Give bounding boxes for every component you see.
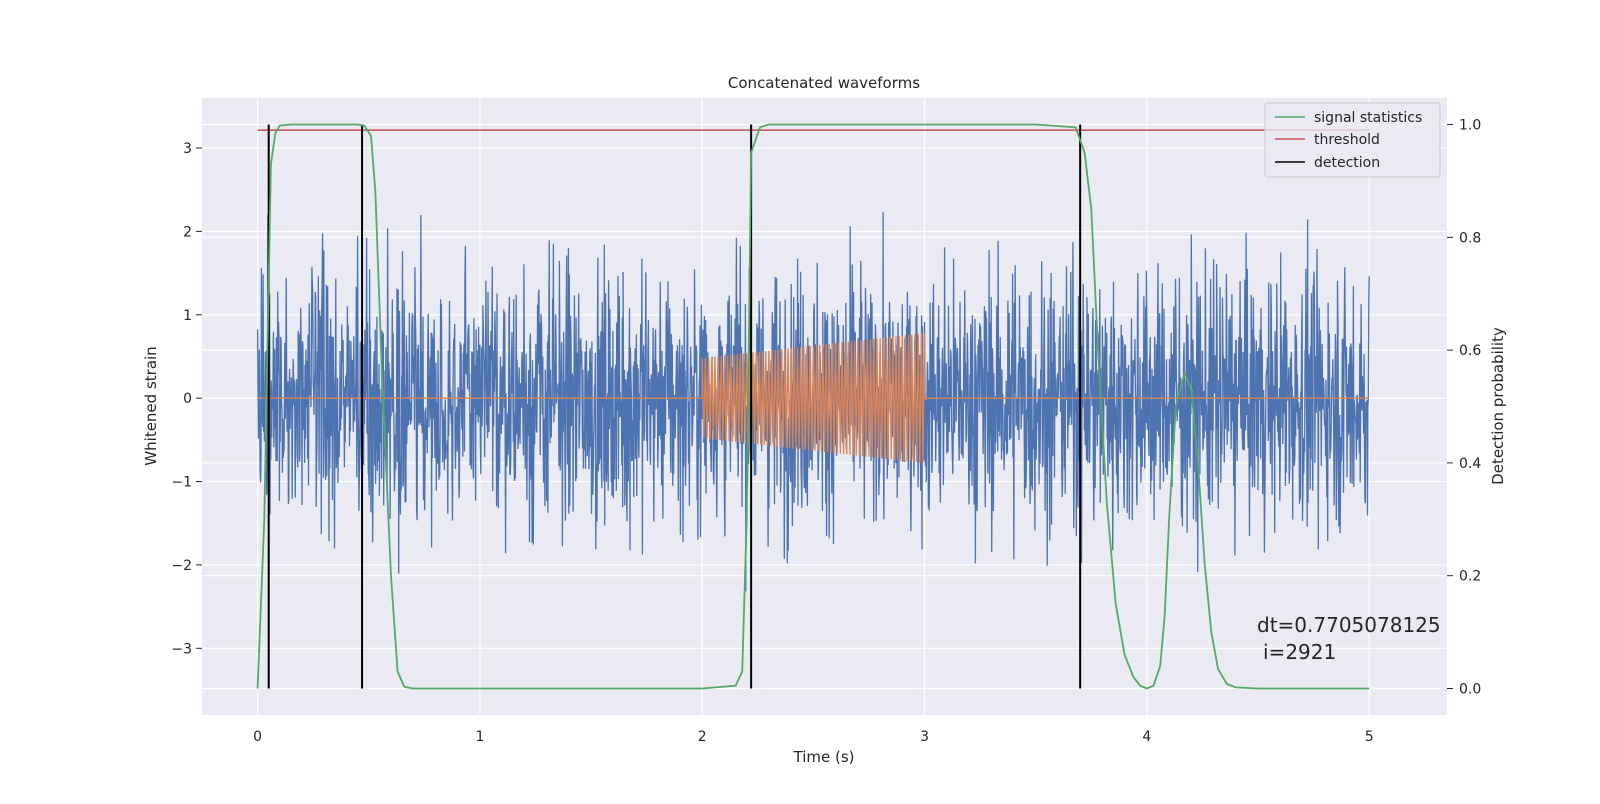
- legend: signal statistics threshold detection: [1264, 102, 1441, 178]
- noise-series-line: [256, 211, 1370, 592]
- x-tick-label: 1: [475, 729, 484, 745]
- y2-tick-label: 0.4: [1459, 456, 1481, 472]
- y-tick-label: −2: [171, 558, 192, 574]
- legend-box: [1264, 102, 1441, 178]
- y-tick-label: −1: [171, 475, 192, 491]
- x-tick-label: 5: [1365, 729, 1374, 745]
- y-tick-label: 1: [183, 308, 192, 324]
- y-tick-label: 2: [183, 224, 192, 240]
- y2-axis-title: Detection probability: [1489, 327, 1507, 485]
- y-tick-label: −3: [171, 641, 192, 657]
- legend-label-detection: detection: [1314, 155, 1380, 171]
- x-tick-label: 4: [1142, 729, 1151, 745]
- axes-layer: 0 1 2 3 4 5 −3 −2 −1 0 1 2 3 0.0 0.2 0.4 0.6 0.8 1.0: [171, 118, 1481, 745]
- injection-series-line: [257, 333, 1370, 464]
- legend-label-signal-statistics: signal statistics: [1314, 110, 1422, 126]
- legend-label-threshold: threshold: [1314, 132, 1380, 148]
- x-axis-title: Time (s): [793, 748, 855, 766]
- y2-tick-label: 0.6: [1459, 343, 1481, 359]
- y-tick-label: 0: [183, 391, 192, 407]
- y2-tick-label: 1.0: [1459, 118, 1481, 134]
- y2-tick-label: 0.0: [1459, 681, 1481, 697]
- y2-tick-label: 0.8: [1459, 230, 1481, 246]
- signal-statistics-line: [256, 123, 1370, 690]
- annotation-dt: dt=0.7705078125: [1257, 613, 1441, 637]
- x-tick-label: 2: [698, 729, 707, 745]
- chart-title: Concatenated waveforms: [728, 74, 920, 92]
- x-tick-label: 3: [920, 729, 929, 745]
- y-tick-label: 3: [183, 141, 192, 157]
- x-tick-label: 0: [253, 729, 262, 745]
- series-layer: [256, 123, 1370, 690]
- annotation-i: i=2921: [1263, 640, 1336, 664]
- y2-tick-label: 0.2: [1459, 569, 1481, 585]
- y-axis-title: Whitened strain: [142, 346, 160, 465]
